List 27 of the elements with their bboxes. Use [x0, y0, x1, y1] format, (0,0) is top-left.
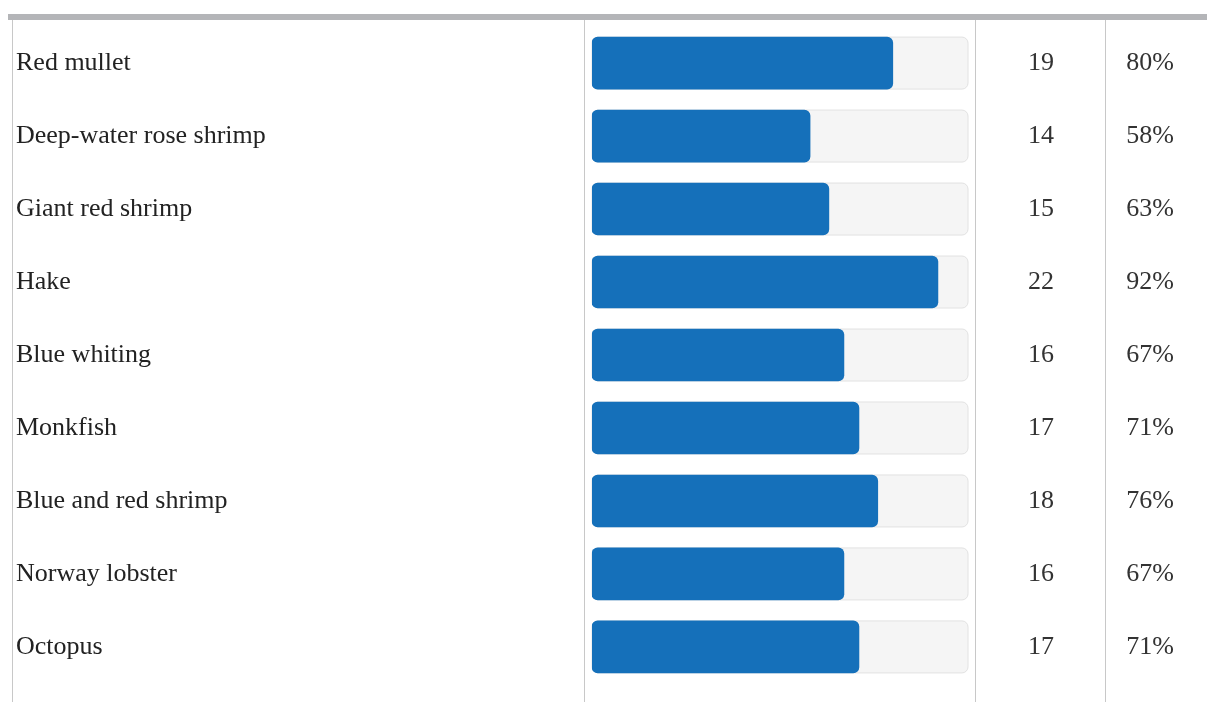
y-tick-label: Giant red shrimp: [16, 192, 193, 222]
data-label: 80%: [1126, 46, 1174, 76]
y-tick-label: Red mullet: [16, 46, 132, 76]
data-label: 92%: [1126, 265, 1174, 295]
text: 22: [1028, 265, 1054, 295]
text: 16: [1028, 338, 1054, 368]
data-label: 67%: [1126, 557, 1174, 587]
y-tick-label: Octopus: [16, 630, 103, 660]
y-tick-label: Blue whiting: [16, 338, 152, 368]
text: 15: [1028, 192, 1054, 222]
data-label: 67%: [1126, 338, 1174, 368]
text: 17: [1028, 630, 1054, 660]
text: 17: [1028, 411, 1054, 441]
y-tick-label: Deep-water rose shrimp: [16, 119, 266, 149]
y-tick-label: Norway lobster: [16, 557, 178, 587]
y-tick-label: Hake: [16, 265, 71, 295]
text: 18: [1028, 484, 1054, 514]
data-label: 58%: [1126, 119, 1174, 149]
data-label: 71%: [1126, 411, 1174, 441]
text: 14: [1028, 119, 1054, 149]
y-tick-label: Monkfish: [16, 411, 118, 441]
text: 16: [1028, 557, 1054, 587]
data-label: 76%: [1126, 484, 1174, 514]
data-label: 71%: [1126, 630, 1174, 660]
data-label: 63%: [1126, 192, 1174, 222]
y-tick-label: Blue and red shrimp: [16, 484, 228, 514]
text: 19: [1028, 46, 1054, 76]
